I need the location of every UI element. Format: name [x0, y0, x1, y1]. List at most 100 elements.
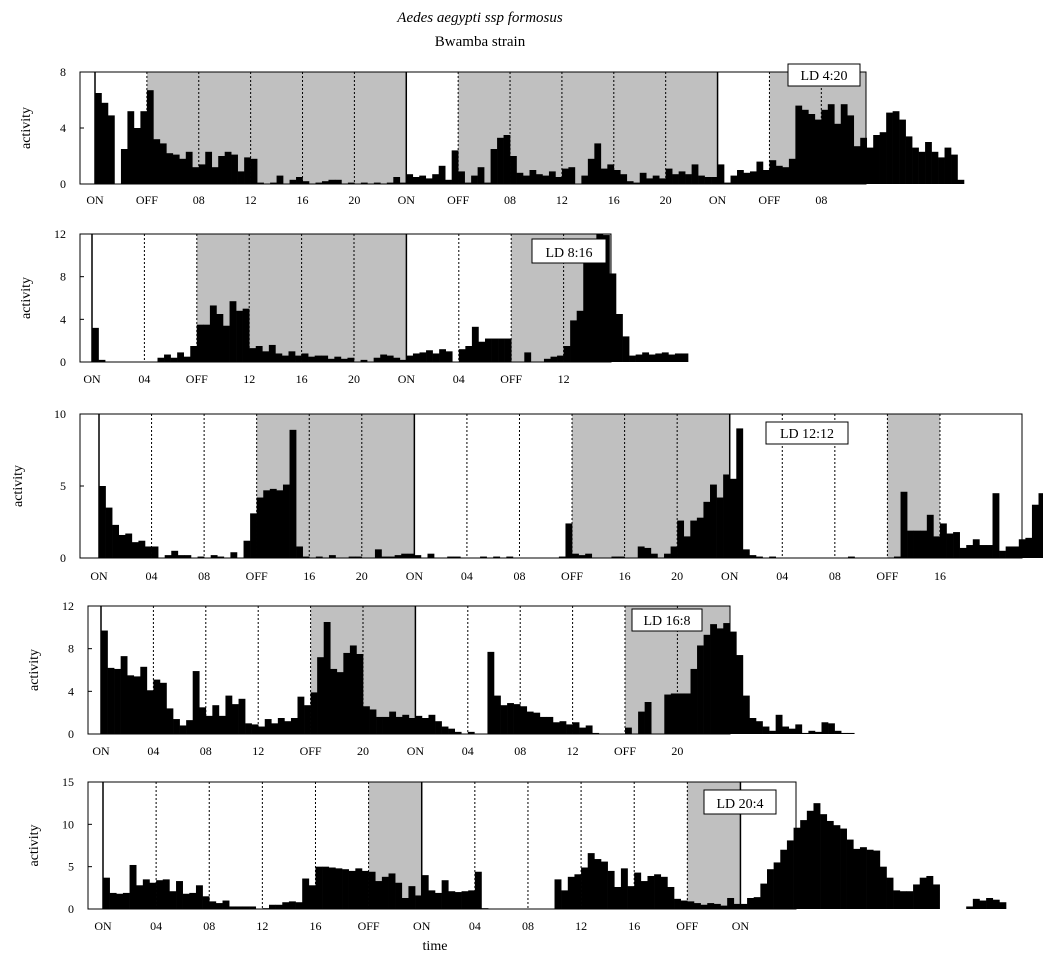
x-tick-label: 08	[193, 193, 205, 207]
activity-bar	[572, 722, 580, 734]
activity-bar	[859, 847, 867, 909]
activity-bar	[169, 891, 177, 909]
activity-bar	[879, 866, 887, 909]
x-tick-label: OFF	[358, 919, 380, 933]
activity-bar	[447, 556, 455, 558]
activity-bar	[886, 112, 893, 184]
activity-bar	[873, 135, 880, 184]
activity-bar	[786, 840, 794, 909]
activity-bar	[276, 490, 284, 558]
activity-bar	[760, 883, 768, 909]
activity-bar	[327, 358, 335, 362]
activity-bar	[133, 676, 141, 734]
activity-bar	[136, 885, 144, 909]
activity-bar	[866, 849, 874, 909]
activity-bar	[360, 359, 368, 362]
activity-bar	[826, 820, 834, 909]
activity-bar	[642, 352, 650, 362]
y-tick-label: 10	[54, 407, 66, 421]
x-tick-label: 04	[150, 919, 162, 933]
activity-bar	[585, 553, 593, 558]
activity-bar	[756, 721, 763, 734]
activity-bar	[432, 174, 440, 184]
activity-bar	[179, 158, 187, 184]
activity-bar	[999, 902, 1007, 909]
activity-bar	[620, 174, 628, 184]
y-tick-label: 8	[68, 642, 74, 656]
activity-bar	[853, 848, 861, 909]
activity-bar	[931, 151, 939, 184]
activity-bar	[103, 877, 110, 909]
activity-bar	[565, 523, 573, 558]
y-tick-label: 4	[60, 121, 66, 135]
activity-bar	[445, 179, 452, 184]
activity-bar	[668, 354, 676, 362]
activity-bar	[116, 893, 124, 909]
activity-bar	[356, 654, 364, 734]
activity-bar	[853, 146, 861, 184]
activity-bar	[500, 705, 508, 734]
x-tick-label: 20	[357, 744, 369, 758]
x-tick-label: ON	[83, 372, 101, 386]
activity-bar	[979, 900, 987, 909]
activity-bar	[210, 555, 218, 558]
activity-bar	[401, 553, 409, 558]
activity-bar	[140, 666, 148, 734]
activity-bar	[866, 147, 874, 184]
activity-bar	[487, 651, 495, 734]
activity-bar	[394, 555, 402, 558]
activity-bar	[972, 898, 980, 909]
activity-bar	[144, 546, 152, 558]
x-tick-label: 12	[556, 193, 568, 207]
activity-bar	[249, 906, 257, 909]
activity-bar	[186, 720, 193, 734]
activity-bar	[847, 115, 855, 184]
activity-bar	[471, 326, 479, 362]
activity-bar	[263, 490, 271, 558]
activity-bar	[600, 168, 608, 184]
activity-bar	[780, 849, 788, 909]
x-tick-label: OFF	[876, 569, 898, 583]
activity-bar	[393, 357, 401, 362]
activity-bar	[232, 704, 239, 734]
activity-bar	[700, 904, 708, 909]
x-tick-label: 08	[203, 919, 215, 933]
activity-bar	[546, 716, 554, 734]
activity-bar	[198, 164, 206, 184]
activity-bar	[349, 645, 357, 734]
activity-bar	[847, 556, 855, 558]
activity-bar	[114, 668, 121, 734]
activity-bar	[637, 546, 645, 558]
activity-bar	[374, 549, 382, 558]
activity-bar	[808, 730, 816, 734]
activity-bar	[454, 892, 462, 909]
activity-bar	[448, 728, 455, 734]
activity-bar	[125, 533, 133, 558]
activity-bar	[979, 545, 987, 558]
activity-bar	[171, 550, 179, 558]
x-tick-label: 04	[776, 569, 788, 583]
activity-bar	[166, 708, 174, 734]
x-tick-label: 20	[356, 569, 368, 583]
x-tick-label: ON	[86, 193, 104, 207]
activity-bar	[192, 167, 200, 184]
activity-bar	[678, 171, 686, 184]
activity-bar	[184, 555, 192, 558]
activity-bar	[399, 359, 407, 362]
x-tick-label: 12	[558, 372, 570, 386]
activity-bar	[373, 357, 381, 362]
activity-bar	[197, 556, 205, 558]
y-tick-label: 4	[68, 684, 74, 698]
activity-bar	[578, 555, 586, 558]
activity-bar	[742, 549, 750, 558]
activity-bar	[342, 869, 349, 909]
activity-bar	[806, 810, 814, 909]
activity-bar	[277, 718, 285, 734]
activity-bar	[451, 150, 459, 184]
activity-bar	[334, 179, 342, 184]
activity-bar	[742, 695, 750, 734]
activity-bar	[749, 718, 757, 734]
activity-bar	[217, 556, 225, 558]
activity-bar	[635, 354, 643, 362]
